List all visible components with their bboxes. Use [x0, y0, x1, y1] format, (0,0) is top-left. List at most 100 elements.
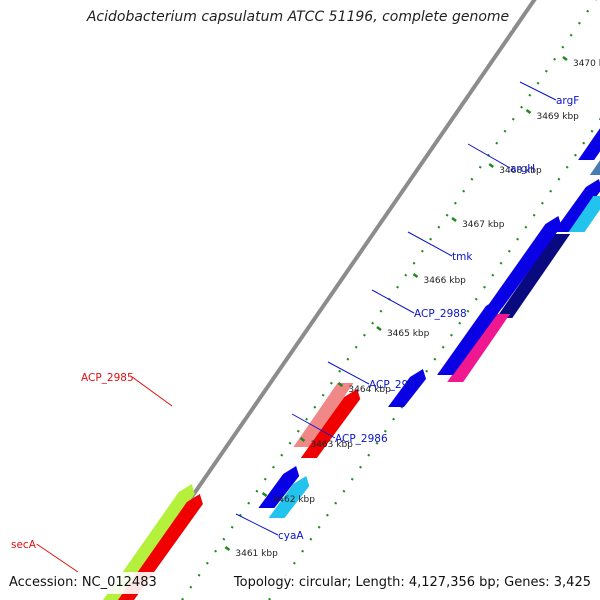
gc-dot: [532, 213, 536, 217]
gene-block: [589, 160, 600, 175]
gc-dot: [433, 357, 437, 361]
gc-dot: [396, 285, 399, 289]
leader-line: [407, 231, 453, 257]
gene-block: [578, 128, 600, 160]
gc-dot: [574, 153, 577, 157]
tick-mark: [337, 381, 344, 388]
gene-label: tmk: [452, 251, 473, 263]
tick-label: 3462 kbp: [273, 495, 316, 505]
leader-line: [36, 543, 79, 573]
gc-dot: [453, 201, 457, 205]
gc-dot: [544, 69, 548, 73]
title-box: Acidobacterium capsulatum ATCC 51196, co…: [84, 4, 512, 30]
gc-dot: [247, 501, 251, 505]
gc-dot: [371, 321, 375, 325]
gc-dot: [214, 549, 218, 553]
tick-mark: [562, 55, 568, 62]
gene-label: ACP_2985: [81, 372, 134, 384]
gene-block: [437, 298, 502, 375]
gc-dot: [445, 213, 449, 217]
gc-dot: [205, 561, 209, 565]
gc-dot: [342, 489, 346, 493]
tick-mark: [224, 545, 231, 552]
gc-dot: [495, 141, 499, 145]
tick-mark: [488, 162, 495, 169]
gc-dot: [420, 249, 424, 253]
gc-dot: [499, 261, 503, 265]
tick-label: 3468 kbp: [499, 166, 542, 176]
gc-dot: [329, 381, 333, 385]
gene-block: [258, 466, 300, 508]
gc-dot: [189, 585, 193, 589]
gc-dot: [441, 345, 445, 349]
gc-dot: [309, 537, 313, 541]
tick-mark: [376, 325, 382, 332]
gc-dot: [557, 177, 561, 181]
tick-label: 3470 kbp: [573, 59, 600, 69]
gc-dot: [437, 225, 441, 229]
gene-block: [486, 216, 562, 308]
tick-mark: [412, 272, 419, 279]
gene-block: [387, 369, 427, 407]
gene-label: ACP_2986: [335, 433, 388, 445]
gc-dot: [367, 453, 371, 457]
leader-line: [291, 413, 336, 439]
tick-label: 3464 kbp: [348, 385, 391, 395]
gc-dot: [425, 369, 429, 373]
gene-label: argH: [510, 163, 535, 175]
gc-dot: [292, 561, 296, 565]
tick-mark: [299, 436, 306, 443]
gc-dot: [222, 537, 226, 541]
gc-dot: [313, 405, 317, 409]
gene-block: [447, 314, 511, 382]
gc-dot: [503, 129, 507, 133]
leader-line: [371, 289, 415, 314]
gc-dot: [553, 57, 557, 61]
accession-label: Accession: NC_012483: [6, 572, 160, 594]
gene-block: [103, 484, 195, 600]
gene-label: ACP_2988: [414, 308, 467, 320]
gc-dot: [412, 261, 416, 265]
gc-dot: [449, 333, 453, 337]
gc-dot: [549, 189, 553, 193]
gene-label: secA: [11, 539, 37, 551]
gc-dot: [296, 429, 300, 433]
gc-dot: [263, 477, 267, 481]
gc-dot: [288, 441, 292, 445]
gc-dot: [524, 225, 528, 229]
gc-dot: [516, 237, 520, 241]
gc-dot: [528, 93, 532, 97]
gc-dot-tracks: [181, 0, 600, 600]
gc-dot: [317, 525, 321, 529]
map-title: Acidobacterium capsulatum ATCC 51196, co…: [86, 9, 510, 25]
gc-dot: [478, 165, 482, 169]
gene-labels: argF argH tmk ACP_2988 ACP_2987 ACP_2986 cyaA A…: [11, 81, 579, 573]
gc-dot: [466, 309, 470, 313]
gc-dot: [565, 165, 569, 169]
tick-label: 3461 kbp: [235, 549, 278, 559]
leader-line: [131, 376, 173, 407]
gc-dot: [458, 321, 462, 325]
gene-features: [103, 128, 600, 600]
gc-dot: [338, 369, 342, 373]
gc-dot: [375, 441, 379, 445]
tick-label: 3466 kbp: [423, 276, 466, 286]
tick-label: 3467 kbp: [462, 220, 505, 230]
gc-dot: [429, 237, 433, 241]
gene-label: ACP_2987: [369, 379, 422, 391]
gc-dot: [230, 525, 234, 529]
gc-dot: [569, 33, 573, 37]
gc-dot: [383, 429, 387, 433]
gc-dot: [272, 465, 275, 469]
gc-dot: [577, 21, 581, 25]
tick-label: 3469 kbp: [536, 112, 579, 122]
gc-dot: [325, 513, 329, 517]
gene-block: [293, 383, 354, 447]
gc-dot: [350, 477, 354, 481]
gc-dot: [334, 501, 338, 505]
gc-dot: [470, 177, 474, 181]
gc-dot: [474, 297, 478, 301]
gc-dot: [462, 189, 466, 193]
gc-dot: [561, 45, 565, 49]
